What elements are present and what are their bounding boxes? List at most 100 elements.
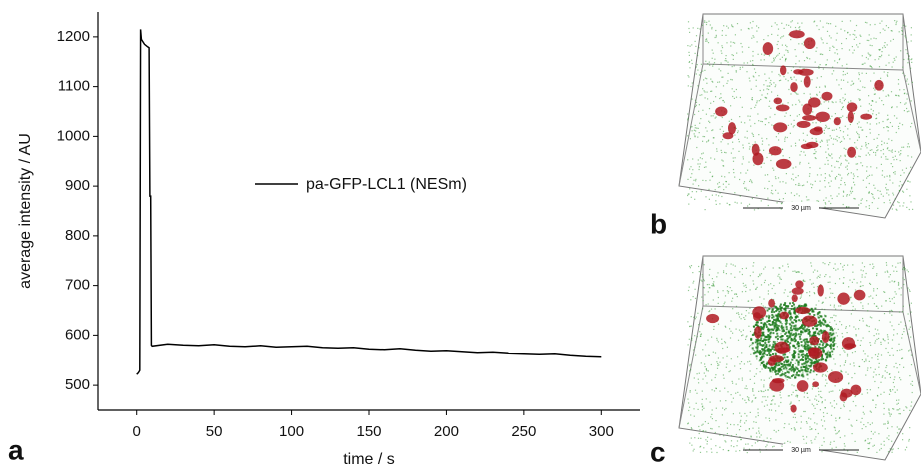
speckle	[854, 175, 855, 176]
speckle	[737, 356, 738, 357]
speckle	[856, 335, 857, 336]
speckle	[843, 204, 844, 205]
speckle	[794, 427, 795, 428]
speckle	[887, 159, 888, 160]
speckle	[815, 181, 816, 182]
speckle	[901, 358, 902, 359]
speckle	[839, 59, 840, 60]
speckle	[699, 104, 700, 105]
speckle	[895, 151, 896, 152]
speckle	[691, 438, 692, 439]
speckle	[691, 126, 692, 127]
speckle	[853, 401, 854, 402]
speckle	[787, 376, 789, 378]
speckle	[763, 39, 764, 40]
speckle	[870, 166, 871, 167]
speckle	[836, 161, 837, 162]
speckle	[737, 132, 738, 133]
speckle	[896, 159, 897, 160]
speckle	[890, 322, 891, 323]
speckle	[795, 166, 796, 167]
speckle	[792, 302, 794, 304]
speckle	[838, 305, 839, 306]
speckle	[711, 309, 712, 310]
speckle	[709, 65, 710, 66]
speckle	[692, 191, 693, 192]
speckle	[797, 23, 798, 24]
speckle	[787, 379, 788, 380]
speckle	[784, 270, 785, 271]
speckle	[848, 206, 849, 207]
blob	[780, 65, 786, 75]
speckle	[776, 431, 777, 432]
speckle	[858, 328, 859, 329]
speckle	[820, 122, 821, 123]
speckle	[788, 25, 789, 26]
speckle	[817, 277, 818, 278]
speckle	[860, 127, 861, 128]
speckle	[825, 173, 826, 174]
speckle	[692, 63, 693, 64]
speckle	[730, 41, 731, 42]
speckle	[908, 58, 909, 59]
speckle	[718, 357, 719, 358]
speckle	[826, 157, 827, 158]
speckle	[813, 370, 815, 372]
speckle	[779, 199, 780, 200]
speckle	[870, 45, 871, 46]
speckle	[804, 345, 806, 347]
speckle	[818, 333, 820, 335]
speckle	[885, 377, 886, 378]
speckle	[690, 86, 691, 87]
speckle	[877, 138, 878, 139]
speckle	[751, 108, 752, 109]
speckle	[814, 399, 815, 400]
speckle	[810, 429, 811, 430]
speckle	[785, 79, 786, 80]
speckle	[749, 28, 750, 29]
blob	[779, 312, 789, 320]
speckle	[791, 375, 793, 377]
speckle	[763, 306, 764, 307]
speckle	[769, 378, 770, 379]
blob	[854, 290, 866, 301]
speckle	[694, 437, 695, 438]
speckle	[886, 265, 887, 266]
speckle	[760, 340, 762, 342]
speckle	[909, 291, 910, 292]
speckle	[752, 391, 753, 392]
speckle	[766, 326, 768, 328]
speckle	[823, 27, 824, 28]
speckle	[737, 424, 738, 425]
speckle	[744, 413, 745, 414]
speckle	[789, 317, 791, 319]
speckle	[742, 163, 743, 164]
speckle	[794, 125, 795, 126]
speckle	[834, 297, 835, 298]
speckle	[852, 309, 853, 310]
speckle	[903, 267, 904, 268]
speckle	[829, 155, 830, 156]
speckle	[698, 438, 699, 439]
speckle	[744, 188, 745, 189]
speckle	[896, 132, 897, 133]
speckle	[802, 374, 804, 376]
blob	[815, 112, 829, 122]
speckle	[827, 160, 828, 161]
speckle	[830, 305, 831, 306]
speckle	[802, 346, 803, 347]
speckle	[701, 64, 702, 65]
speckle	[804, 354, 806, 356]
speckle	[795, 390, 796, 391]
speckle	[876, 374, 877, 375]
speckle	[702, 276, 703, 277]
speckle	[878, 134, 879, 135]
speckle	[817, 404, 818, 405]
speckle	[698, 47, 699, 48]
speckle	[793, 353, 795, 355]
speckle	[902, 205, 903, 206]
speckle	[787, 364, 789, 366]
speckle	[893, 194, 894, 195]
speckle	[811, 440, 812, 441]
speckle	[833, 340, 835, 342]
